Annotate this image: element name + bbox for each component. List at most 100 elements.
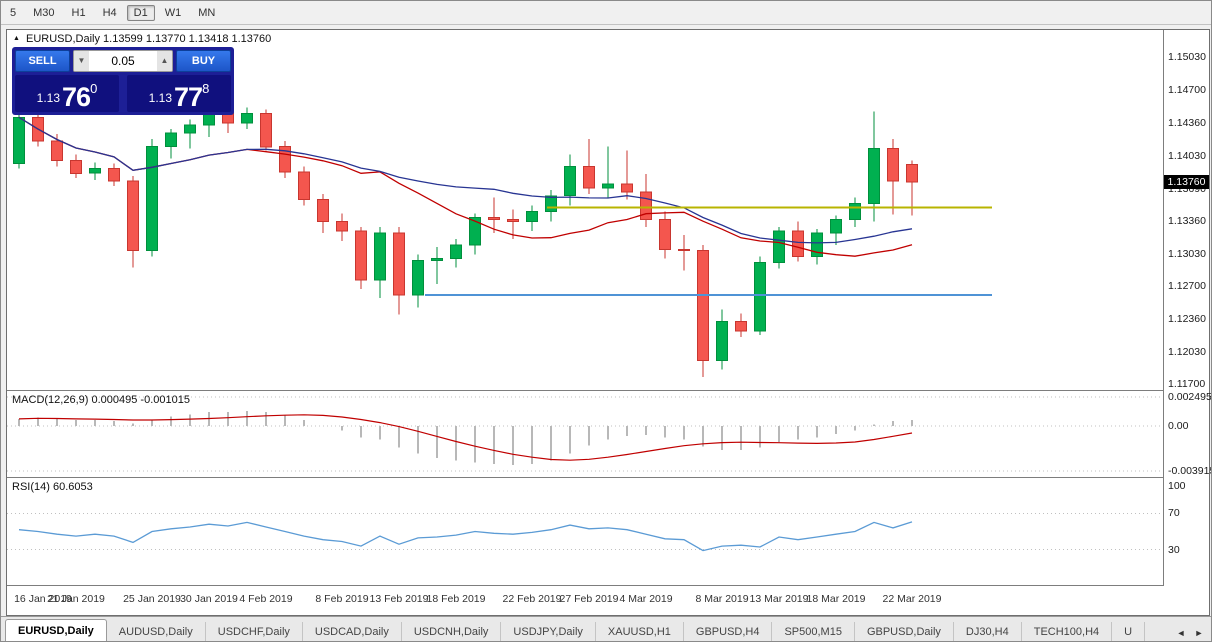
macd-axis-label: 0.002495 (1168, 391, 1212, 403)
chart-tab-sp500-m15[interactable]: SP500,M15 (772, 622, 855, 641)
chart-tab-dj30-h4[interactable]: DJ30,H4 (954, 622, 1022, 641)
chart-tab-gbpusd-h4[interactable]: GBPUSD,H4 (684, 622, 773, 641)
macd-indicator-label: MACD(12,26,9) 0.000495 -0.001015 (12, 394, 190, 406)
sell-button[interactable]: SELL (15, 50, 70, 72)
chart-tab-usdcnh-daily[interactable]: USDCNH,Daily (402, 622, 502, 641)
timeframe-button-m30[interactable]: M30 (33, 6, 55, 19)
chart-tab-usdcad-daily[interactable]: USDCAD,Daily (303, 622, 402, 641)
candle-bull (89, 167, 101, 174)
bid-prefix: 1.13 (36, 91, 61, 105)
ask-pipette: 8 (202, 81, 210, 96)
macd-axis-label: -0.003915 (1168, 465, 1212, 477)
axis-separator (1163, 30, 1164, 585)
volume-value[interactable]: 0.05 (111, 54, 135, 68)
timeframe-button-w1[interactable]: W1 (164, 6, 182, 19)
date-axis-label: 18 Feb 2019 (426, 593, 486, 605)
chart-tab-usdchf-daily[interactable]: USDCHF,Daily (206, 622, 303, 641)
date-axis-label: 8 Feb 2019 (315, 593, 369, 605)
date-axis-label: 8 Mar 2019 (695, 593, 749, 605)
pane-separator[interactable] (7, 477, 1209, 478)
candle-bear (640, 191, 652, 220)
candle-bear (336, 220, 348, 232)
candle-bull (431, 258, 443, 262)
bid-pipette: 0 (90, 81, 98, 96)
candle-bear (488, 216, 500, 220)
date-axis-label: 16 Jan 2019 (14, 593, 72, 605)
date-axis-label: 4 Mar 2019 (619, 593, 673, 605)
date-axis-label: 4 Feb 2019 (239, 593, 293, 605)
chart-symbol-label: EURUSD,Daily (26, 33, 100, 45)
candle-bear (51, 140, 63, 161)
pane-separator[interactable] (7, 390, 1209, 391)
candle-bear (735, 320, 747, 332)
price-chart-canvas[interactable] (7, 30, 1163, 390)
chart-window: ▲ EURUSD,Daily 1.13599 1.13770 1.13418 1… (6, 29, 1212, 616)
timeframe-button-d1[interactable]: D1 (126, 4, 155, 21)
date-axis-label: 25 Jan 2019 (123, 593, 181, 605)
candle-bear (621, 183, 633, 193)
candle-bear (279, 146, 291, 173)
chart-tab-xauusd-h1[interactable]: XAUUSD,H1 (596, 622, 684, 641)
date-axis-label: 13 Feb 2019 (369, 593, 429, 605)
tab-scroll-right-icon[interactable]: ► (1194, 628, 1204, 638)
candle-bear (70, 160, 82, 174)
rsi-axis-label: 100 (1168, 480, 1186, 492)
bid-big-digits: 76 (62, 82, 91, 113)
rsi-axis-label: 70 (1168, 507, 1180, 519)
chart-tab-usdjpy-daily[interactable]: USDJPY,Daily (501, 622, 596, 641)
ask-prefix: 1.13 (148, 91, 173, 105)
date-axis: 16 Jan 2019 21 Jan 2019 25 Jan 2019 30 Jan … (7, 586, 1163, 615)
timeframe-button-h1[interactable]: H1 (71, 6, 86, 19)
candle-bear (108, 167, 120, 182)
date-axis-label: 30 Jan 2019 (180, 593, 238, 605)
macd-canvas[interactable] (7, 391, 1163, 477)
price-axis-label: 1.11700 (1168, 378, 1206, 390)
timeframe-button-5[interactable]: 5 (10, 6, 17, 19)
price-axis-label: 1.12700 (1168, 280, 1206, 292)
date-axis-label: 22 Mar 2019 (882, 593, 942, 605)
candle-bull (412, 260, 424, 296)
candle-bull (450, 244, 462, 260)
price-axis-label: 1.13360 (1168, 215, 1206, 227)
volume-down-arrow[interactable]: ▼ (74, 51, 89, 71)
symbol-direction-icon: ▲ (13, 35, 20, 42)
candle-bear (697, 250, 709, 362)
chart-tab-eurusd-daily[interactable]: EURUSD,Daily (5, 619, 107, 641)
candle-bull (13, 116, 25, 164)
tab-scroll-left-icon[interactable]: ◄ (1176, 628, 1186, 638)
candle-bear (659, 218, 671, 251)
price-axis-label: 1.14030 (1168, 150, 1206, 162)
date-axis-label: 18 Mar 2019 (806, 593, 866, 605)
rsi-line (18, 521, 913, 552)
volume-up-arrow[interactable]: ▲ (157, 51, 172, 71)
price-axis-label: 1.14360 (1168, 117, 1206, 129)
date-axis-label: 22 Feb 2019 (502, 593, 562, 605)
volume-control: ▼ 0.05 ▲ (73, 50, 173, 72)
candle-bear (127, 180, 139, 252)
chart-tab-audusd-daily[interactable]: AUDUSD,Daily (107, 622, 206, 641)
candle-bull (469, 216, 481, 246)
candle-bear (678, 249, 690, 252)
current-price-badge: 1.13760 (1164, 175, 1209, 189)
buy-button[interactable]: BUY (176, 50, 231, 72)
candle-bull (830, 218, 842, 234)
candle-bull (754, 262, 766, 332)
pane-separator (7, 585, 1209, 586)
candle-bull (602, 183, 614, 189)
chart-tab-u[interactable]: U (1112, 622, 1146, 641)
chart-tab-bar: EURUSD,Daily AUDUSD,Daily USDCHF,Daily USDC… (1, 616, 1211, 641)
ask-price-panel[interactable]: 1.13 77 8 (127, 75, 231, 112)
rsi-canvas[interactable] (7, 478, 1163, 585)
price-axis-label: 1.13030 (1168, 248, 1206, 260)
bid-price-panel[interactable]: 1.13 76 0 (15, 75, 119, 112)
candle-bull (716, 320, 728, 361)
candle-bull (526, 211, 538, 222)
price-axis-label: 1.14700 (1168, 84, 1206, 96)
chart-tab-tech100-h4[interactable]: TECH100,H4 (1022, 622, 1113, 641)
timeframe-button-h4[interactable]: H4 (102, 6, 117, 19)
timeframe-button-mn[interactable]: MN (198, 6, 216, 19)
chart-tab-gbpusd-daily[interactable]: GBPUSD,Daily (855, 622, 954, 641)
macd-axis-label: 0.00 (1168, 420, 1189, 432)
date-axis-label: 13 Mar 2019 (749, 593, 809, 605)
candle-bear (317, 199, 329, 222)
